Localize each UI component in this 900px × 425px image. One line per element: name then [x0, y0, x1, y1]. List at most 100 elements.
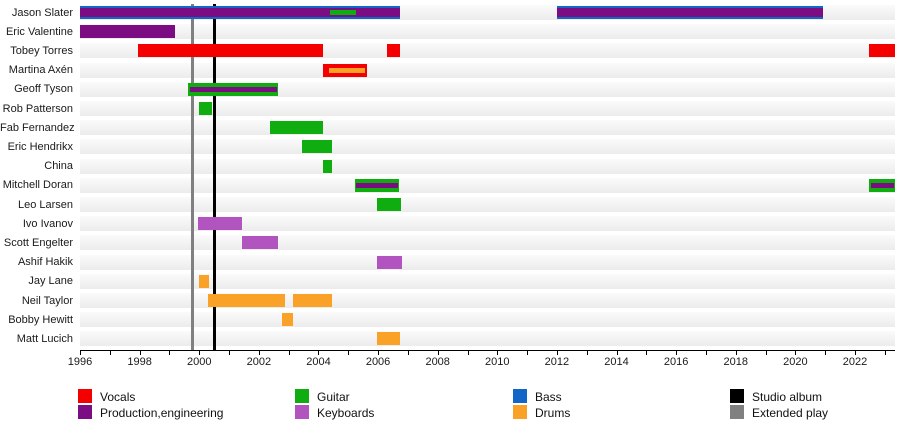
member-name: Martina Axén [8, 64, 73, 77]
legend-swatch-bass [513, 389, 527, 403]
axis-tick [467, 350, 469, 355]
member-name: Mitchell Doran [2, 179, 73, 192]
axis-tick [109, 350, 111, 355]
axis-tick [139, 350, 141, 355]
axis-tick-label: 2000 [186, 356, 212, 368]
axis-tick [229, 350, 231, 355]
legend-label-extended-play: Extended play [752, 406, 829, 420]
legend-label-studio-album: Studio album [752, 390, 823, 404]
legend-label-bass: Bass [535, 390, 562, 404]
axis-tick-label: 2012 [544, 356, 570, 368]
axis-tick [288, 350, 290, 355]
tenure-bar-drums [292, 294, 333, 307]
extended-play-line [191, 4, 195, 350]
tenure-bar-drums [198, 274, 210, 288]
row-band [80, 293, 895, 308]
tenure-bar-drums [376, 332, 400, 346]
tenure-bar-production [870, 182, 894, 188]
axis-tick [437, 350, 439, 355]
axis-tick [318, 350, 320, 355]
axis-tick [527, 350, 529, 355]
tenure-bar-vocals [868, 44, 895, 58]
axis-tick [646, 350, 648, 355]
axis-tick [497, 350, 499, 355]
member-name: Leo Larsen [17, 198, 73, 211]
member-name: Eric Valentine [5, 25, 73, 38]
tenure-bar-production [80, 8, 400, 17]
tenure-bar-guitar [269, 121, 323, 135]
axis-tick [348, 350, 350, 355]
tenure-bar-production [556, 8, 823, 17]
axis-tick [825, 350, 827, 355]
studio-album-line [213, 4, 217, 350]
member-name: Fab Fernandez [0, 121, 75, 134]
tenure-bar-production [80, 25, 176, 39]
tenure-bar-guitar [377, 198, 402, 211]
axis-tick [855, 350, 856, 355]
axis-tick [884, 350, 886, 355]
tenure-bar-drums [207, 294, 285, 307]
axis-tick [795, 350, 797, 355]
legend-label-vocals: Vocals [100, 390, 136, 404]
member-name: Scott Engelter [3, 236, 73, 249]
legend-swatch-drums [513, 405, 527, 419]
row-band [80, 24, 895, 40]
axis-tick [556, 350, 558, 355]
axis-tick [80, 350, 81, 355]
row-band [80, 177, 895, 193]
tenure-bar-guitar [301, 140, 333, 154]
legend-swatch-studio-album [730, 389, 744, 403]
x-axis-line [80, 350, 895, 351]
axis-tick [407, 350, 409, 355]
row-band [80, 235, 895, 251]
axis-tick-label: 2014 [604, 356, 629, 368]
legend-label-guitar: Guitar [317, 390, 350, 404]
row-band [80, 139, 895, 155]
member-name: Tobey Torres [10, 44, 73, 57]
row-band [80, 254, 895, 270]
axis-tick-label: 2004 [306, 356, 331, 368]
tenure-bar-production [356, 182, 398, 188]
tenure-bar-keyboards [377, 255, 402, 269]
member-name: Matt Lucich [16, 332, 73, 345]
axis-tick [616, 350, 618, 355]
row-band [80, 158, 895, 174]
member-name: Bobby Hewitt [8, 313, 73, 326]
row-band [80, 312, 895, 328]
row-band [80, 81, 895, 97]
axis-tick-label: 1996 [67, 356, 93, 368]
legend-swatch-keyboards [295, 405, 309, 419]
axis-tick-label: 2008 [425, 356, 450, 368]
axis-tick [705, 350, 707, 355]
axis-tick-label: 2018 [723, 356, 749, 368]
axis-tick-label: 1998 [127, 356, 152, 368]
legend-swatch-extended-play [730, 405, 744, 419]
tenure-bar-vocals [387, 44, 400, 58]
axis-tick-label: 2010 [485, 356, 510, 368]
member-name: Rob Patterson [2, 102, 73, 115]
tenure-bar-keyboards [241, 236, 278, 250]
axis-tick [258, 350, 260, 355]
member-name: Ashif Hakik [17, 256, 73, 269]
axis-tick [586, 350, 588, 355]
member-name: Neil Taylor [21, 294, 73, 307]
axis-tick [765, 350, 767, 355]
legend-swatch-production-engineering [78, 405, 92, 419]
row-band [80, 197, 895, 212]
row-band [80, 216, 895, 232]
row-band [80, 273, 895, 289]
axis-tick [676, 350, 678, 355]
axis-tick [199, 350, 201, 355]
axis-tick [169, 350, 171, 355]
tenure-bar-drums [328, 67, 365, 73]
axis-tick-label: 2006 [365, 356, 391, 368]
tenure-bar-vocals [138, 44, 323, 58]
row-band [80, 120, 895, 136]
member-name: China [44, 160, 73, 173]
member-name: Geoff Tyson [14, 83, 73, 96]
axis-tick [378, 350, 380, 355]
row-band [80, 101, 895, 116]
tenure-bar-guitar [322, 159, 333, 173]
legend-swatch-guitar [295, 389, 309, 403]
